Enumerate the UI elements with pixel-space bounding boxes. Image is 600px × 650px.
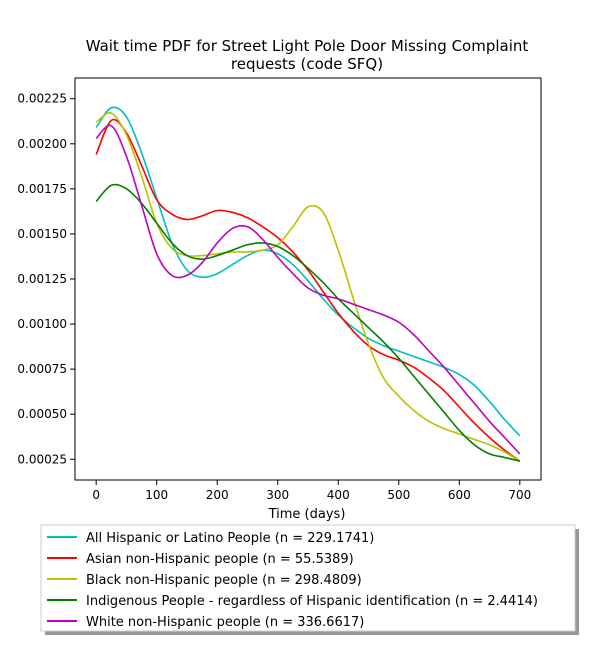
legend-label-0: All Hispanic or Latino People (n = 229.1…	[86, 531, 374, 546]
y-tick-label: 0.00150	[17, 227, 67, 241]
x-axis: 0 100 200 300 400 500 600 700	[92, 480, 531, 502]
y-tick-label: 0.00125	[17, 272, 67, 286]
chart-title-line1: Wait time PDF for Street Light Pole Door…	[86, 37, 529, 55]
x-tick-label: 100	[145, 488, 168, 502]
y-tick-label: 0.00025	[17, 452, 67, 466]
x-tick-label: 500	[387, 488, 410, 502]
x-axis-label: Time (days)	[268, 507, 346, 522]
legend-label-4: White non-Hispanic people (n = 336.6617)	[86, 615, 364, 630]
x-tick-label: 0	[92, 488, 100, 502]
y-tick-label: 0.00100	[17, 317, 67, 331]
series-line-2	[95, 112, 521, 462]
x-tick-label: 600	[448, 488, 471, 502]
y-tick-label: 0.00050	[17, 407, 67, 421]
x-tick-label: 400	[327, 488, 350, 502]
legend-label-2: Black non-Hispanic people (n = 298.4809)	[86, 573, 362, 588]
y-tick-label: 0.00175	[17, 182, 67, 196]
y-tick-label: 0.00075	[17, 362, 67, 376]
x-tick-label: 200	[206, 488, 229, 502]
series-line-3	[95, 183, 521, 462]
legend-box	[40, 524, 576, 632]
x-tick-label: 700	[508, 488, 531, 502]
legend-label-3: Indigenous People - regardless of Hispan…	[86, 594, 538, 609]
series-line-4	[95, 124, 521, 455]
y-tick-label: 0.00225	[17, 92, 67, 106]
series-line-0	[95, 106, 521, 437]
y-axis: 0.00025 0.00050 0.00075 0.00100 0.00125 0.001…	[17, 92, 75, 466]
legend: All Hispanic or Latino People (n = 229.1…	[40, 524, 579, 635]
series-line-1	[95, 118, 521, 462]
chart-title-line2: requests (code SFQ)	[231, 55, 383, 73]
series-lines	[95, 106, 521, 462]
y-tick-label: 0.00200	[17, 137, 67, 151]
legend-label-1: Asian non-Hispanic people (n = 55.5389)	[86, 552, 354, 567]
x-tick-label: 300	[266, 488, 289, 502]
plot-area	[74, 77, 542, 481]
